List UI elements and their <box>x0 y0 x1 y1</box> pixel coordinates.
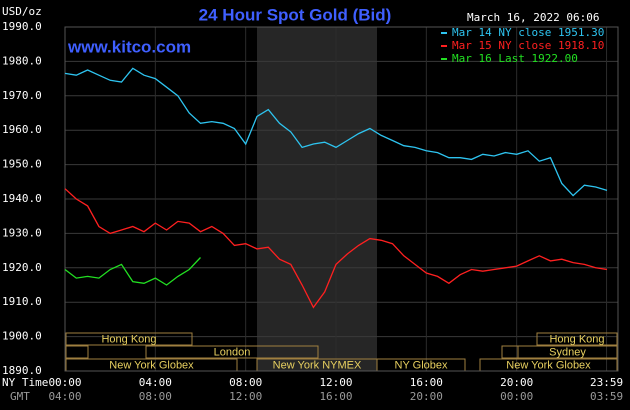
session-box <box>145 345 319 359</box>
session-label: Sydney <box>549 346 586 358</box>
session-box <box>517 345 618 359</box>
session-label: Hong Kong <box>101 333 156 345</box>
x-row-label: NY Time <box>2 376 48 389</box>
x-tick-label: 16:00 <box>410 376 443 389</box>
y-tick-label: 1970.0 <box>2 89 42 102</box>
x-tick-label: 12:00 <box>319 376 352 389</box>
x2-tick-label: 20:00 <box>410 390 443 403</box>
x2-tick-label: 16:00 <box>319 390 352 403</box>
x2-tick-label: 12:00 <box>229 390 262 403</box>
y-tick-label: 1890.0 <box>2 364 42 377</box>
session-label: NY Globex <box>395 359 448 371</box>
y-tick-label: 1950.0 <box>2 158 42 171</box>
y-tick-label: 1980.0 <box>2 54 42 67</box>
session-label: New York Globex <box>109 359 194 371</box>
session-box <box>65 345 89 359</box>
session-label: New York Globex <box>506 359 591 371</box>
y-tick-label: 1990.0 <box>2 20 42 33</box>
x2-tick-label: 00:00 <box>500 390 533 403</box>
x-tick-label: 04:00 <box>139 376 172 389</box>
y-tick-label: 1960.0 <box>2 123 42 136</box>
price-line <box>64 188 608 309</box>
x2-tick-label: 04:00 <box>48 390 81 403</box>
session-box <box>536 332 618 346</box>
y-tick-label: 1920.0 <box>2 261 42 274</box>
legend-label: Mar 14 NY close 1951.30 <box>452 26 604 39</box>
x2-tick-label: 03:59 <box>590 390 623 403</box>
legend-label: Mar 15 NY close 1918.10 <box>452 39 604 52</box>
x2-tick-label: 08:00 <box>139 390 172 403</box>
chart-title: 24 Hour Spot Gold (Bid) <box>199 5 392 24</box>
timestamp: March 16, 2022 06:06 <box>467 11 599 24</box>
x-tick-label: 00:00 <box>48 376 81 389</box>
session-label: Hong Kong <box>549 333 604 345</box>
plot-frame <box>64 26 619 372</box>
legend-label: Mar 16 Last 1922.00 <box>452 52 578 65</box>
session-label: London <box>214 346 251 358</box>
y-tick-label: 1900.0 <box>2 330 42 343</box>
y-tick-label: 1910.0 <box>2 295 42 308</box>
watermark: www.kitco.com <box>67 37 191 56</box>
session-box <box>65 332 193 346</box>
x2-row-label: GMT <box>10 390 30 403</box>
x-tick-label: 08:00 <box>229 376 262 389</box>
y-tick-label: 1930.0 <box>2 226 42 239</box>
x-tick-label: 23:59 <box>590 376 623 389</box>
x-tick-label: 20:00 <box>500 376 533 389</box>
session-label: New York NYMEX <box>273 359 362 371</box>
y-tick-label: 1940.0 <box>2 192 42 205</box>
price-line <box>64 67 608 197</box>
price-line <box>64 257 201 286</box>
unit-label: USD/oz <box>2 5 42 18</box>
